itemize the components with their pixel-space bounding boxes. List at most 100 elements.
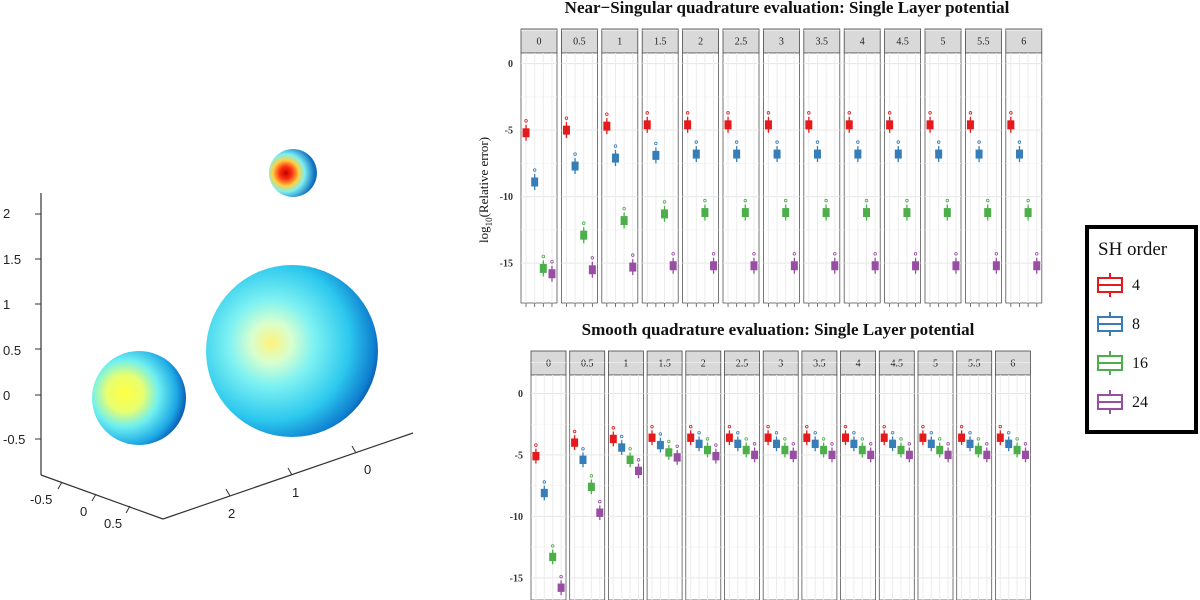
facet-strip	[763, 28, 800, 54]
box-body	[926, 120, 934, 130]
facet-panel	[530, 374, 567, 600]
box-series-16	[1024, 198, 1032, 221]
box-series-24	[629, 253, 637, 276]
box-outlier	[1009, 111, 1013, 115]
box-body	[557, 583, 565, 592]
box-body	[704, 445, 711, 455]
facet-panel	[956, 374, 993, 600]
facet-strip-label: 3.5	[813, 359, 826, 370]
box-body	[850, 439, 858, 449]
legend: SH order 4 8 16 24	[1085, 225, 1198, 434]
y-tick-label: -15	[500, 259, 513, 270]
box-body	[974, 445, 982, 455]
legend-label: 8	[1132, 316, 1140, 333]
box-series-16	[665, 439, 673, 460]
legend-item: 4	[1097, 273, 1140, 297]
box-body	[669, 261, 677, 271]
facet-1: 1	[608, 350, 644, 600]
box-body	[854, 149, 862, 159]
box-body	[695, 439, 703, 449]
box-body	[1015, 149, 1023, 159]
box-series-4	[958, 424, 966, 446]
x-axis: -0.5 0 0.5	[30, 474, 164, 531]
chart-title: Smooth quadrature evaluation: Single Lay…	[582, 320, 975, 339]
box-series-16	[661, 200, 669, 222]
box-series-8	[773, 140, 781, 163]
y-axis-label-rest: (Relative error)	[476, 137, 491, 217]
box-outlier	[752, 442, 757, 446]
box-body	[635, 466, 642, 476]
box-outlier	[890, 431, 895, 435]
legend-item: 24	[1097, 390, 1148, 414]
facet-panel	[608, 374, 644, 600]
box-series-4	[522, 119, 530, 141]
facet-6: 6	[1005, 28, 1043, 307]
box-outlier	[784, 198, 788, 203]
box-series-4	[725, 424, 733, 446]
box-body	[958, 433, 966, 442]
box-series-4	[648, 424, 656, 446]
y-axis-label-base: 10	[484, 217, 494, 227]
box-series-8	[540, 480, 548, 501]
y-tick-label: 0	[518, 389, 523, 400]
facet-strip-label: 4.5	[896, 37, 909, 48]
sphere-3d-plot: 2 1.5 1 0.5 0 -0.5 -0.5 0 0.5 2 1 0	[3, 149, 414, 531]
box-series-24	[789, 442, 797, 463]
z-tick-label: 1	[3, 297, 10, 312]
box-outlier	[573, 152, 577, 156]
box-body	[1013, 445, 1021, 455]
box-outlier	[968, 111, 973, 115]
box-body	[712, 451, 720, 461]
box-outlier	[791, 442, 795, 446]
box-body	[871, 261, 879, 271]
facet-panel	[569, 374, 606, 600]
box-body	[984, 208, 992, 218]
box-series-4	[643, 111, 651, 133]
box-series-24	[952, 252, 960, 274]
box-series-8	[695, 431, 703, 452]
small-sphere	[269, 149, 317, 197]
box-outlier	[928, 111, 932, 115]
facet-strip-label: 2	[698, 37, 703, 48]
box-outlier	[774, 431, 779, 435]
box-outlier	[636, 458, 641, 462]
box-outlier	[551, 544, 555, 548]
box-body	[773, 439, 780, 449]
box-series-24	[710, 252, 718, 274]
box-series-16	[820, 437, 828, 458]
facet-0: 0	[520, 28, 558, 307]
box-series-4	[684, 111, 692, 133]
facet-6: 6	[995, 350, 1031, 600]
facet-strip-label: 5.5	[968, 359, 981, 370]
x-tick-label: -0.5	[30, 492, 52, 507]
box-body	[609, 434, 617, 444]
box-outlier	[977, 140, 981, 144]
box-body	[966, 439, 974, 449]
box-series-8	[531, 168, 539, 190]
box-outlier	[662, 200, 667, 204]
box-body	[919, 433, 927, 442]
y-tick-label: -15	[510, 573, 523, 584]
box-outlier	[694, 140, 698, 144]
box-series-16	[701, 198, 709, 221]
box-body	[789, 450, 797, 460]
box-series-4	[687, 424, 695, 446]
box-series-16	[580, 221, 588, 244]
facet-panel	[682, 52, 719, 304]
box-series-24	[548, 260, 556, 282]
z-tick-label: -0.5	[3, 432, 25, 447]
box-series-8	[1005, 431, 1013, 452]
box-series-4	[562, 116, 570, 139]
box-outlier	[830, 442, 834, 446]
box-outlier	[783, 437, 787, 441]
y-tick-label: -10	[500, 192, 513, 203]
legend-title: SH order	[1098, 239, 1168, 260]
facet-0-5: 0.5	[569, 350, 606, 600]
y-tick-label: -10	[510, 512, 523, 523]
facet-strip-label: 1.5	[658, 359, 671, 370]
box-outlier	[1035, 252, 1039, 256]
box-body	[845, 120, 853, 130]
box-body	[863, 208, 871, 218]
box-body	[742, 445, 750, 455]
box-outlier	[847, 111, 851, 115]
